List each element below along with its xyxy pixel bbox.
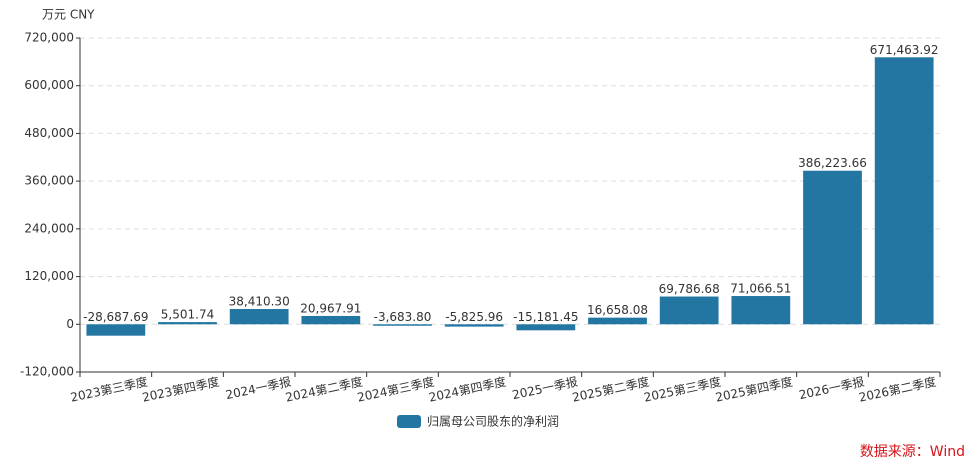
value-label: -28,687.69 [83,310,148,324]
bar [301,315,361,325]
bar [373,324,432,326]
y-tick-label: 240,000 [24,221,74,235]
value-label: -15,181.45 [513,310,578,324]
value-label: -5,825.96 [445,310,503,324]
unit-label: 万元 CNY [42,8,95,22]
value-label: 16,658.08 [587,303,648,317]
bar [158,322,217,325]
bar [516,324,576,331]
legend-swatch [397,415,421,428]
y-tick-label: 600,000 [24,78,74,92]
y-tick-label: 720,000 [24,31,74,45]
value-label: 20,967.91 [300,301,361,315]
bar [588,317,647,325]
y-tick-label: 480,000 [24,126,74,140]
bar [731,296,791,325]
source: 数据来源：Wind [860,444,965,460]
bar [86,324,146,336]
bar [444,324,504,327]
bar [229,309,289,325]
value-label: 69,786.68 [659,282,720,296]
y-tick-label: 120,000 [24,269,74,283]
value-label: 671,463.92 [870,43,939,57]
value-label: 5,501.74 [161,308,214,322]
legend-label: 归属母公司股东的净利润 [427,414,559,429]
value-label: -3,683.80 [374,310,432,324]
value-label: 71,066.51 [730,282,791,296]
x-tick-label: 2026第二季度 [857,374,937,405]
value-label: 386,223.66 [798,156,867,170]
y-tick-label: -120,000 [20,365,74,379]
bar [803,170,862,325]
x-tick-label: 2024第四季度 [427,374,507,405]
x-tick-label: 2024第二季度 [284,374,364,405]
x-tick-label: 2023第四季度 [141,374,221,405]
bar [659,296,719,325]
x-tick-label: 2025第二季度 [571,374,651,405]
x-tick-label: 2026一季报 [797,374,865,403]
x-tick-label: 2025第四季度 [714,374,794,405]
x-tick-label: 2023第三季度 [69,374,149,405]
bar [874,57,934,325]
y-tick-label: 0 [66,317,74,331]
value-label: 38,410.30 [229,295,290,309]
x-tick-label: 2024一季报 [224,374,292,403]
x-tick-label: 2024第三季度 [356,374,436,405]
y-tick-label: 360,000 [24,174,74,188]
x-tick-label: 2025一季报 [511,374,579,403]
x-tick-label: 2025第三季度 [642,374,722,405]
